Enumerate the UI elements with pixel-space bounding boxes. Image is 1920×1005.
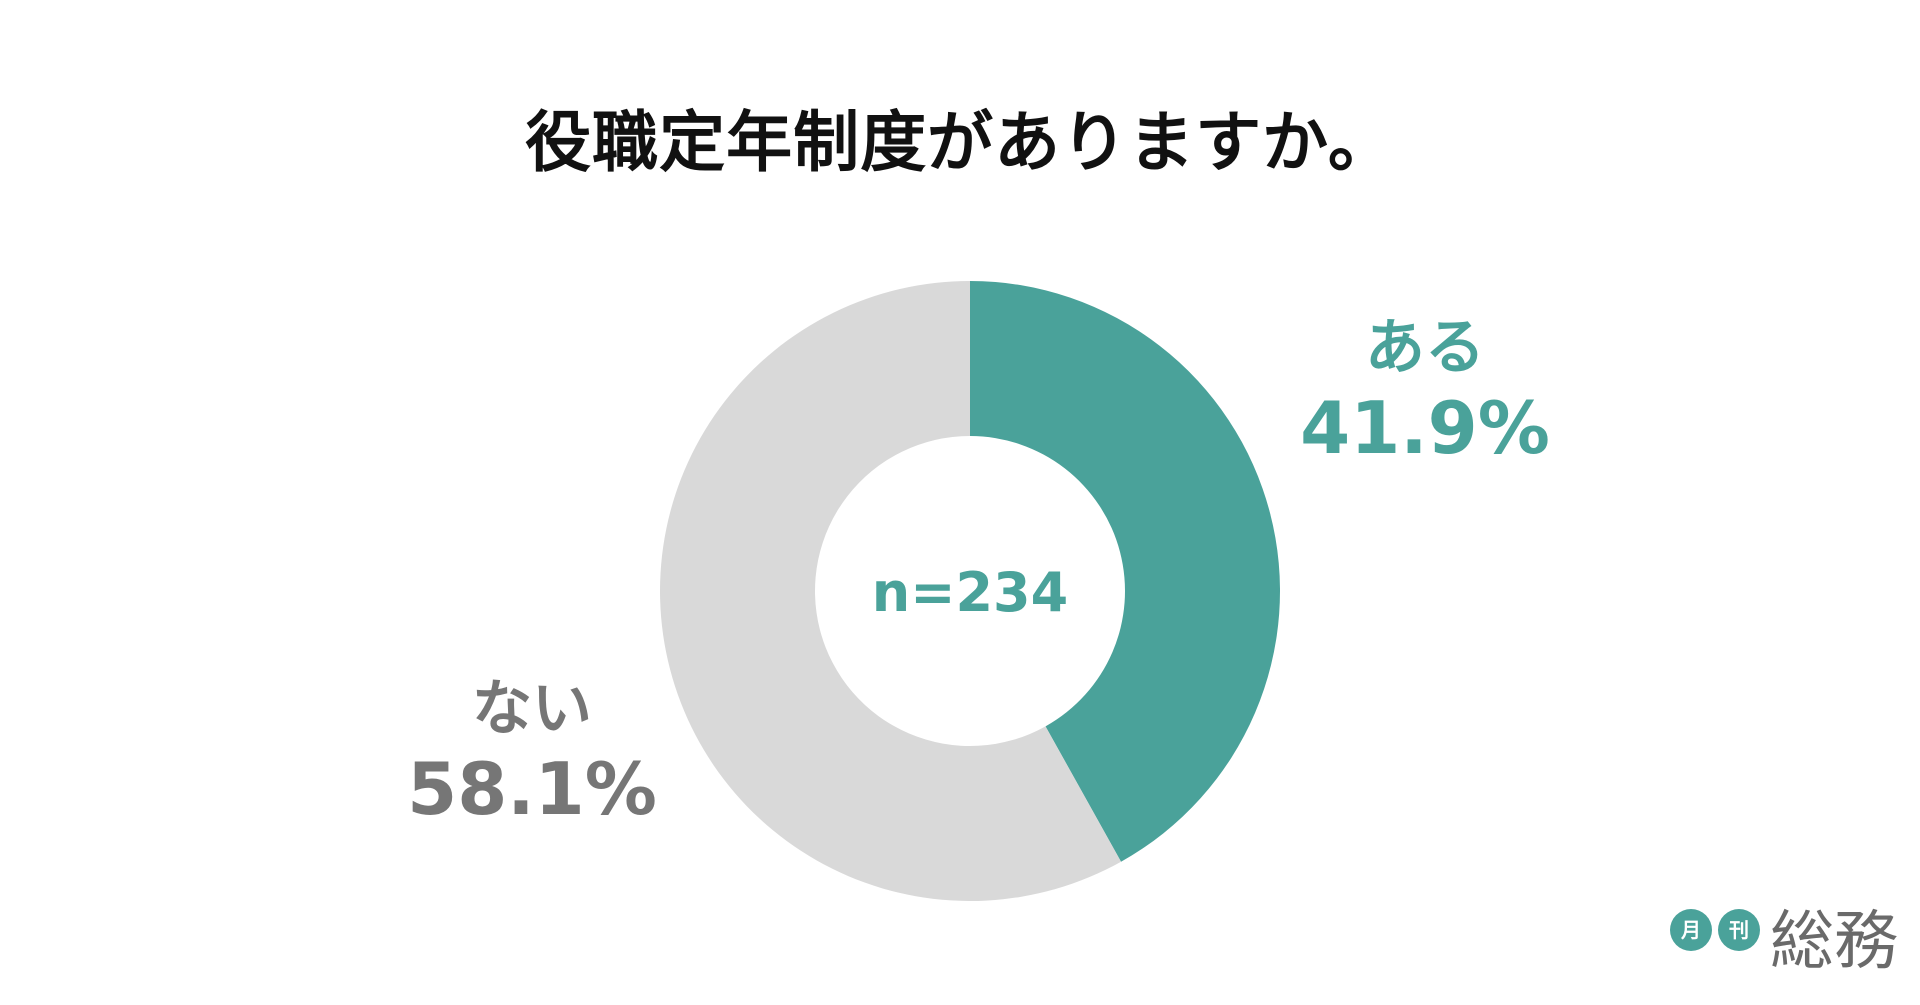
gekkan-soumu-logo: 月 刊 総務 (1668, 906, 1908, 992)
slice-percent-nai: 58.1% (407, 747, 657, 831)
logo-badge-month: 月 (1670, 909, 1712, 951)
slice-name-aru: ある (1365, 313, 1485, 383)
slice-percent-aru: 41.9% (1300, 386, 1550, 470)
sample-size-label: n=234 (871, 561, 1069, 624)
logo-badge-publication: 刊 (1718, 909, 1760, 951)
donut-slice-nai (660, 281, 1122, 901)
slice-name-nai: ない (472, 674, 592, 744)
slice-label-nai: ない 58.1% (382, 679, 682, 825)
slice-label-aru: ある 41.9% (1275, 318, 1575, 464)
donut-slice-aru (970, 281, 1280, 862)
chart-title: 役職定年制度がありますか。 (525, 104, 1395, 181)
logo-wordmark: 総務 (1770, 905, 1898, 979)
